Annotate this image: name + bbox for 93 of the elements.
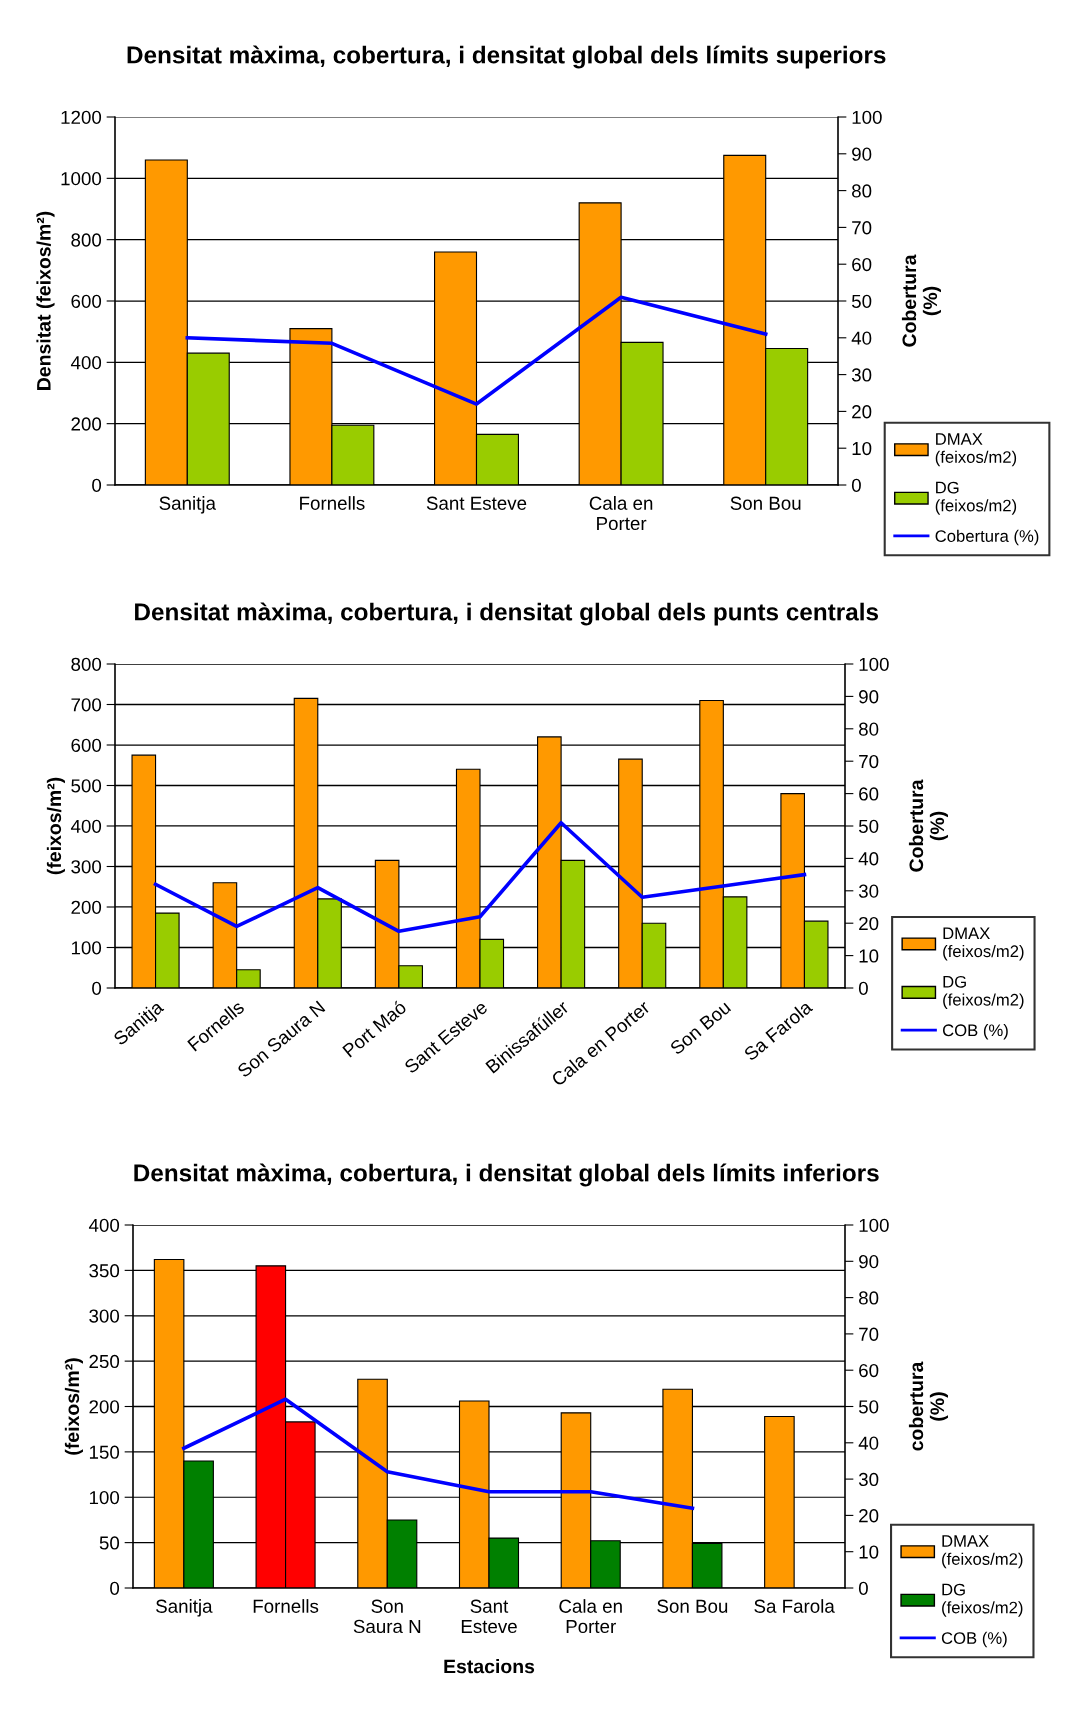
y2-tick-label: 10 [859, 949, 879, 963]
y-tick-label: 800 [71, 657, 102, 671]
y-tick-label: 400 [88, 1218, 120, 1232]
legend-label: DMAX (feixos/m2) [943, 927, 1024, 961]
y2-tick-label: 0 [858, 1581, 868, 1595]
y2-tick-label: 20 [859, 1509, 879, 1523]
x-tick-label: Son Bou [730, 496, 801, 510]
y2-tick-label: 70 [859, 754, 879, 769]
y2-axis-title: Cobertura (%) [908, 779, 948, 872]
legend-label: Cobertura (%) [935, 529, 1039, 546]
x-tick-label: Son Bou [669, 1000, 732, 1056]
y-tick-label: 250 [89, 1354, 120, 1369]
y-tick-label: 100 [89, 1490, 120, 1505]
y-tick-label: 200 [71, 417, 102, 431]
y2-tick-label: 100 [859, 657, 889, 671]
y2-tick-label: 50 [858, 819, 879, 833]
x-tick-label: Son Saura N [353, 1599, 421, 1634]
y2-tick-label: 80 [852, 184, 872, 198]
y2-tick-label: 60 [852, 257, 872, 272]
x-axis-title: Estacions [444, 1659, 535, 1674]
y-tick-label: 1000 [61, 172, 102, 186]
y2-tick-label: 90 [859, 690, 879, 704]
y-tick-label: 0 [110, 1581, 120, 1595]
y2-tick-label: 80 [859, 1291, 879, 1305]
x-tick-label: Fornells [253, 1599, 319, 1613]
legend-label: COB (%) [942, 1023, 1008, 1040]
x-tick-label: Sant Esteve [426, 496, 527, 510]
y2-tick-label: 100 [859, 1218, 889, 1232]
y-axis-title: Densitat (feixos/m²) [36, 211, 55, 390]
y2-tick-label: 20 [852, 405, 872, 419]
y-tick-label: 800 [71, 233, 102, 247]
y-tick-label: 400 [70, 819, 102, 833]
x-tick-label: Cala en Porter [589, 496, 653, 531]
y2-tick-label: 90 [859, 1255, 879, 1269]
y2-tick-label: 40 [858, 1436, 879, 1450]
y-tick-label: 1200 [61, 110, 102, 124]
chart-title: Densitat màxima, cobertura, i densitat global dels límits superiors [127, 45, 886, 69]
line-series [185, 295, 768, 406]
x-tick-label: Sant Esteve [461, 1599, 517, 1634]
y2-tick-label: 40 [858, 852, 879, 866]
x-tick-label: Sa Farola [754, 1599, 835, 1613]
y2-axis-title: cobertura (%) [908, 1361, 948, 1451]
y2-tick-label: 60 [859, 1363, 879, 1378]
y-tick-label: 350 [89, 1264, 120, 1278]
y2-tick-label: 30 [851, 368, 872, 382]
x-tick-label: Son Bou [657, 1599, 728, 1613]
y2-tick-label: 50 [851, 294, 872, 308]
y-axis-title: (feixos/m²) [46, 777, 65, 875]
legend-label: COB (%) [941, 1631, 1007, 1648]
chart-title: Densitat màxima, cobertura, i densitat global dels punts centrals [135, 602, 879, 626]
x-tick-label: Sanitja [159, 496, 216, 514]
y-tick-label: 0 [92, 981, 102, 995]
y2-tick-label: 30 [858, 884, 879, 898]
y2-tick-label: 70 [852, 221, 872, 235]
y2-tick-label: 40 [851, 331, 872, 345]
legend-label: DG (feixos/m2) [942, 1583, 1023, 1617]
y2-tick-label: 60 [859, 787, 879, 801]
x-tick-label: Sanitja [156, 1599, 213, 1617]
y-axis-title: (feixos/m²) [64, 1358, 83, 1455]
y2-tick-label: 0 [851, 478, 861, 492]
legend-label: DMAX (feixos/m2) [942, 1535, 1023, 1569]
chart-title: Densitat màxima, cobertura, i densitat global dels límits inferiors [134, 1163, 879, 1187]
y2-tick-label: 50 [858, 1400, 879, 1414]
y-tick-label: 100 [71, 941, 102, 955]
y2-axis-title: Cobertura (%) [901, 254, 941, 347]
x-tick-label: Fornells [300, 496, 365, 510]
y-tick-label: 300 [89, 1309, 120, 1323]
y-tick-label: 700 [71, 698, 102, 712]
y-tick-label: 0 [92, 478, 102, 492]
line-series [153, 820, 807, 934]
y2-tick-label: 0 [858, 981, 868, 995]
y2-tick-label: 20 [859, 916, 879, 931]
y-tick-label: 150 [89, 1445, 120, 1459]
y-tick-label: 400 [70, 356, 102, 370]
line-series [182, 1397, 695, 1510]
y2-tick-label: 10 [859, 1545, 879, 1559]
y-tick-label: 200 [71, 900, 102, 914]
legend-label: DMAX (feixos/m2) [935, 433, 1017, 467]
x-tick-label: Cala en Porter [559, 1599, 622, 1634]
legend-label: DG (feixos/m2) [943, 975, 1024, 1009]
y2-tick-label: 10 [852, 441, 872, 456]
y-tick-label: 500 [71, 779, 102, 793]
y-tick-label: 600 [71, 738, 102, 752]
y2-tick-label: 100 [852, 110, 882, 124]
y2-tick-label: 30 [858, 1472, 879, 1487]
y-tick-label: 200 [89, 1400, 120, 1414]
y2-tick-label: 80 [859, 722, 879, 736]
y-tick-label: 50 [99, 1536, 120, 1550]
y2-tick-label: 90 [852, 147, 872, 161]
y-tick-label: 300 [71, 860, 102, 874]
y2-tick-label: 70 [859, 1327, 879, 1341]
legend-label: DG (feixos/m2) [935, 481, 1017, 515]
y-tick-label: 600 [71, 294, 102, 308]
